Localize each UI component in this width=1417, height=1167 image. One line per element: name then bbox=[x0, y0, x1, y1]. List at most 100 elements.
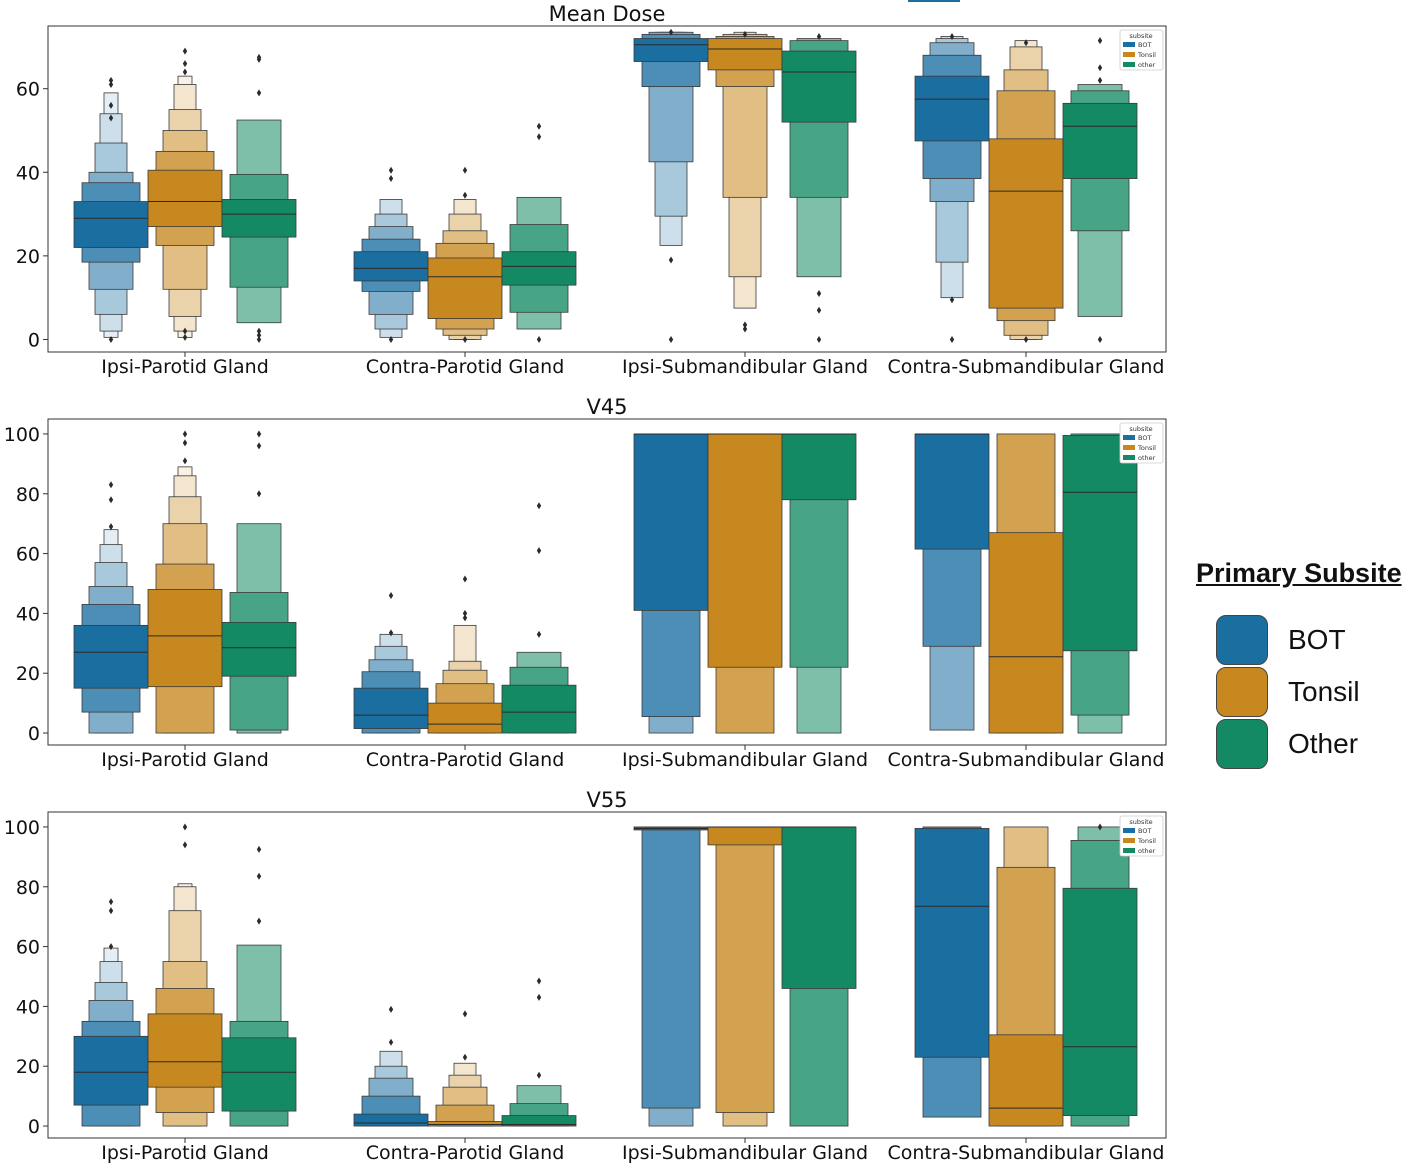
x-tick-label: Ipsi-Parotid Gland bbox=[101, 749, 269, 771]
boxen-level bbox=[501, 251, 577, 286]
y-tick-label: 80 bbox=[16, 484, 40, 506]
boxen-bot bbox=[73, 898, 149, 1127]
outlier-point bbox=[108, 907, 114, 915]
boxen-bot bbox=[353, 591, 429, 734]
outlier-point bbox=[1097, 37, 1103, 45]
outlier-point bbox=[742, 325, 748, 333]
outlier-point bbox=[182, 333, 188, 341]
boxen-level bbox=[147, 1013, 223, 1088]
outlier-point bbox=[462, 609, 468, 617]
boxen-level bbox=[353, 251, 429, 282]
legend-item-other: Other bbox=[1216, 719, 1358, 769]
boxen-bot bbox=[73, 76, 149, 343]
outlier-point bbox=[1097, 64, 1103, 72]
outlier-point bbox=[108, 496, 114, 504]
outlier-point bbox=[388, 629, 394, 637]
boxen-level bbox=[501, 684, 577, 734]
boxen-tonsil bbox=[147, 823, 223, 1127]
boxen-level bbox=[988, 532, 1064, 734]
boxen-level bbox=[1062, 887, 1138, 1116]
outlier-point bbox=[108, 898, 114, 906]
boxen-bot bbox=[633, 826, 709, 1127]
mini-legend-frame bbox=[1119, 815, 1164, 857]
x-tick-label: Contra-Submandibular Gland bbox=[887, 749, 1164, 771]
boxen-other bbox=[221, 430, 297, 734]
y-tick-label: 60 bbox=[16, 79, 40, 101]
boxen-level bbox=[221, 1037, 297, 1112]
outlier-point bbox=[182, 457, 188, 465]
x-tick-label: Ipsi-Parotid Gland bbox=[101, 1142, 269, 1164]
outlier-point bbox=[256, 327, 262, 335]
boxen-level bbox=[353, 1113, 429, 1127]
y-tick-label: 0 bbox=[28, 1116, 40, 1138]
boxen-level bbox=[633, 38, 709, 62]
mini-legend-swatch bbox=[1123, 828, 1135, 833]
outlier-point bbox=[256, 442, 262, 450]
mini-legend-label: other bbox=[1138, 847, 1156, 855]
y-tick-label: 20 bbox=[16, 663, 40, 685]
y-tick-label: 80 bbox=[16, 877, 40, 899]
boxen-level bbox=[781, 50, 857, 123]
y-tick-label: 60 bbox=[16, 937, 40, 959]
mini-legend-label: BOT bbox=[1138, 827, 1151, 835]
outlier-point bbox=[388, 335, 394, 343]
outlier-point bbox=[388, 175, 394, 183]
y-tick-label: 40 bbox=[16, 603, 40, 625]
boxen-other bbox=[781, 826, 857, 1127]
mini-legend-swatch bbox=[1123, 455, 1135, 460]
boxen-level bbox=[988, 1034, 1064, 1127]
outlier-point bbox=[536, 630, 542, 638]
outlier-point bbox=[182, 841, 188, 849]
boxen-level bbox=[353, 687, 429, 729]
outlier-point bbox=[536, 547, 542, 555]
outlier-point bbox=[182, 327, 188, 335]
boxen-bot bbox=[914, 32, 990, 343]
boxen-level bbox=[427, 1121, 503, 1127]
outlier-point bbox=[742, 321, 748, 329]
outlier-point bbox=[536, 133, 542, 141]
outlier-point bbox=[256, 490, 262, 498]
boxen-tonsil bbox=[147, 47, 223, 341]
outlier-point bbox=[462, 166, 468, 174]
boxen-tonsil bbox=[147, 430, 223, 734]
legend-label-other: Other bbox=[1288, 728, 1359, 759]
boxen-level bbox=[147, 589, 223, 688]
boxen-tonsil bbox=[427, 166, 503, 343]
y-tick-label: 60 bbox=[16, 544, 40, 566]
mini-legend-swatch bbox=[1123, 52, 1135, 57]
legend-swatch-other bbox=[1216, 719, 1268, 769]
boxen-level bbox=[914, 75, 990, 142]
outlier-point bbox=[536, 335, 542, 343]
outlier-point bbox=[108, 943, 114, 951]
outlier-point bbox=[108, 76, 114, 84]
boxen-tonsil bbox=[988, 39, 1064, 343]
boxen-other bbox=[221, 845, 297, 1127]
boxen-tonsil bbox=[707, 826, 783, 1127]
x-tick-label: Contra-Submandibular Gland bbox=[887, 1142, 1164, 1164]
panel-title: V45 bbox=[586, 395, 627, 419]
boxen-bot bbox=[73, 481, 149, 734]
outlier-point bbox=[1097, 335, 1103, 343]
y-tick-label: 20 bbox=[16, 1056, 40, 1078]
mini-legend-title: subsite bbox=[1129, 32, 1152, 40]
boxen-bot bbox=[914, 826, 990, 1118]
y-tick-label: 40 bbox=[16, 996, 40, 1018]
outlier-point bbox=[256, 53, 262, 61]
boxen-tonsil bbox=[707, 30, 783, 333]
outlier-point bbox=[816, 335, 822, 343]
boxen-other bbox=[501, 977, 577, 1127]
boxen-tonsil bbox=[988, 433, 1064, 734]
mini-legend-label: Tonsil bbox=[1137, 444, 1156, 452]
outlier-point bbox=[949, 335, 955, 343]
y-tick-label: 0 bbox=[28, 723, 40, 745]
outlier-point bbox=[462, 575, 468, 583]
legend-swatch-tonsil bbox=[1216, 667, 1268, 717]
outlier-point bbox=[182, 823, 188, 831]
outlier-point bbox=[182, 430, 188, 438]
clipped-legend-fragment bbox=[908, 0, 960, 2]
outlier-point bbox=[108, 81, 114, 89]
outlier-point bbox=[108, 523, 114, 531]
boxen-tonsil bbox=[427, 1010, 503, 1127]
